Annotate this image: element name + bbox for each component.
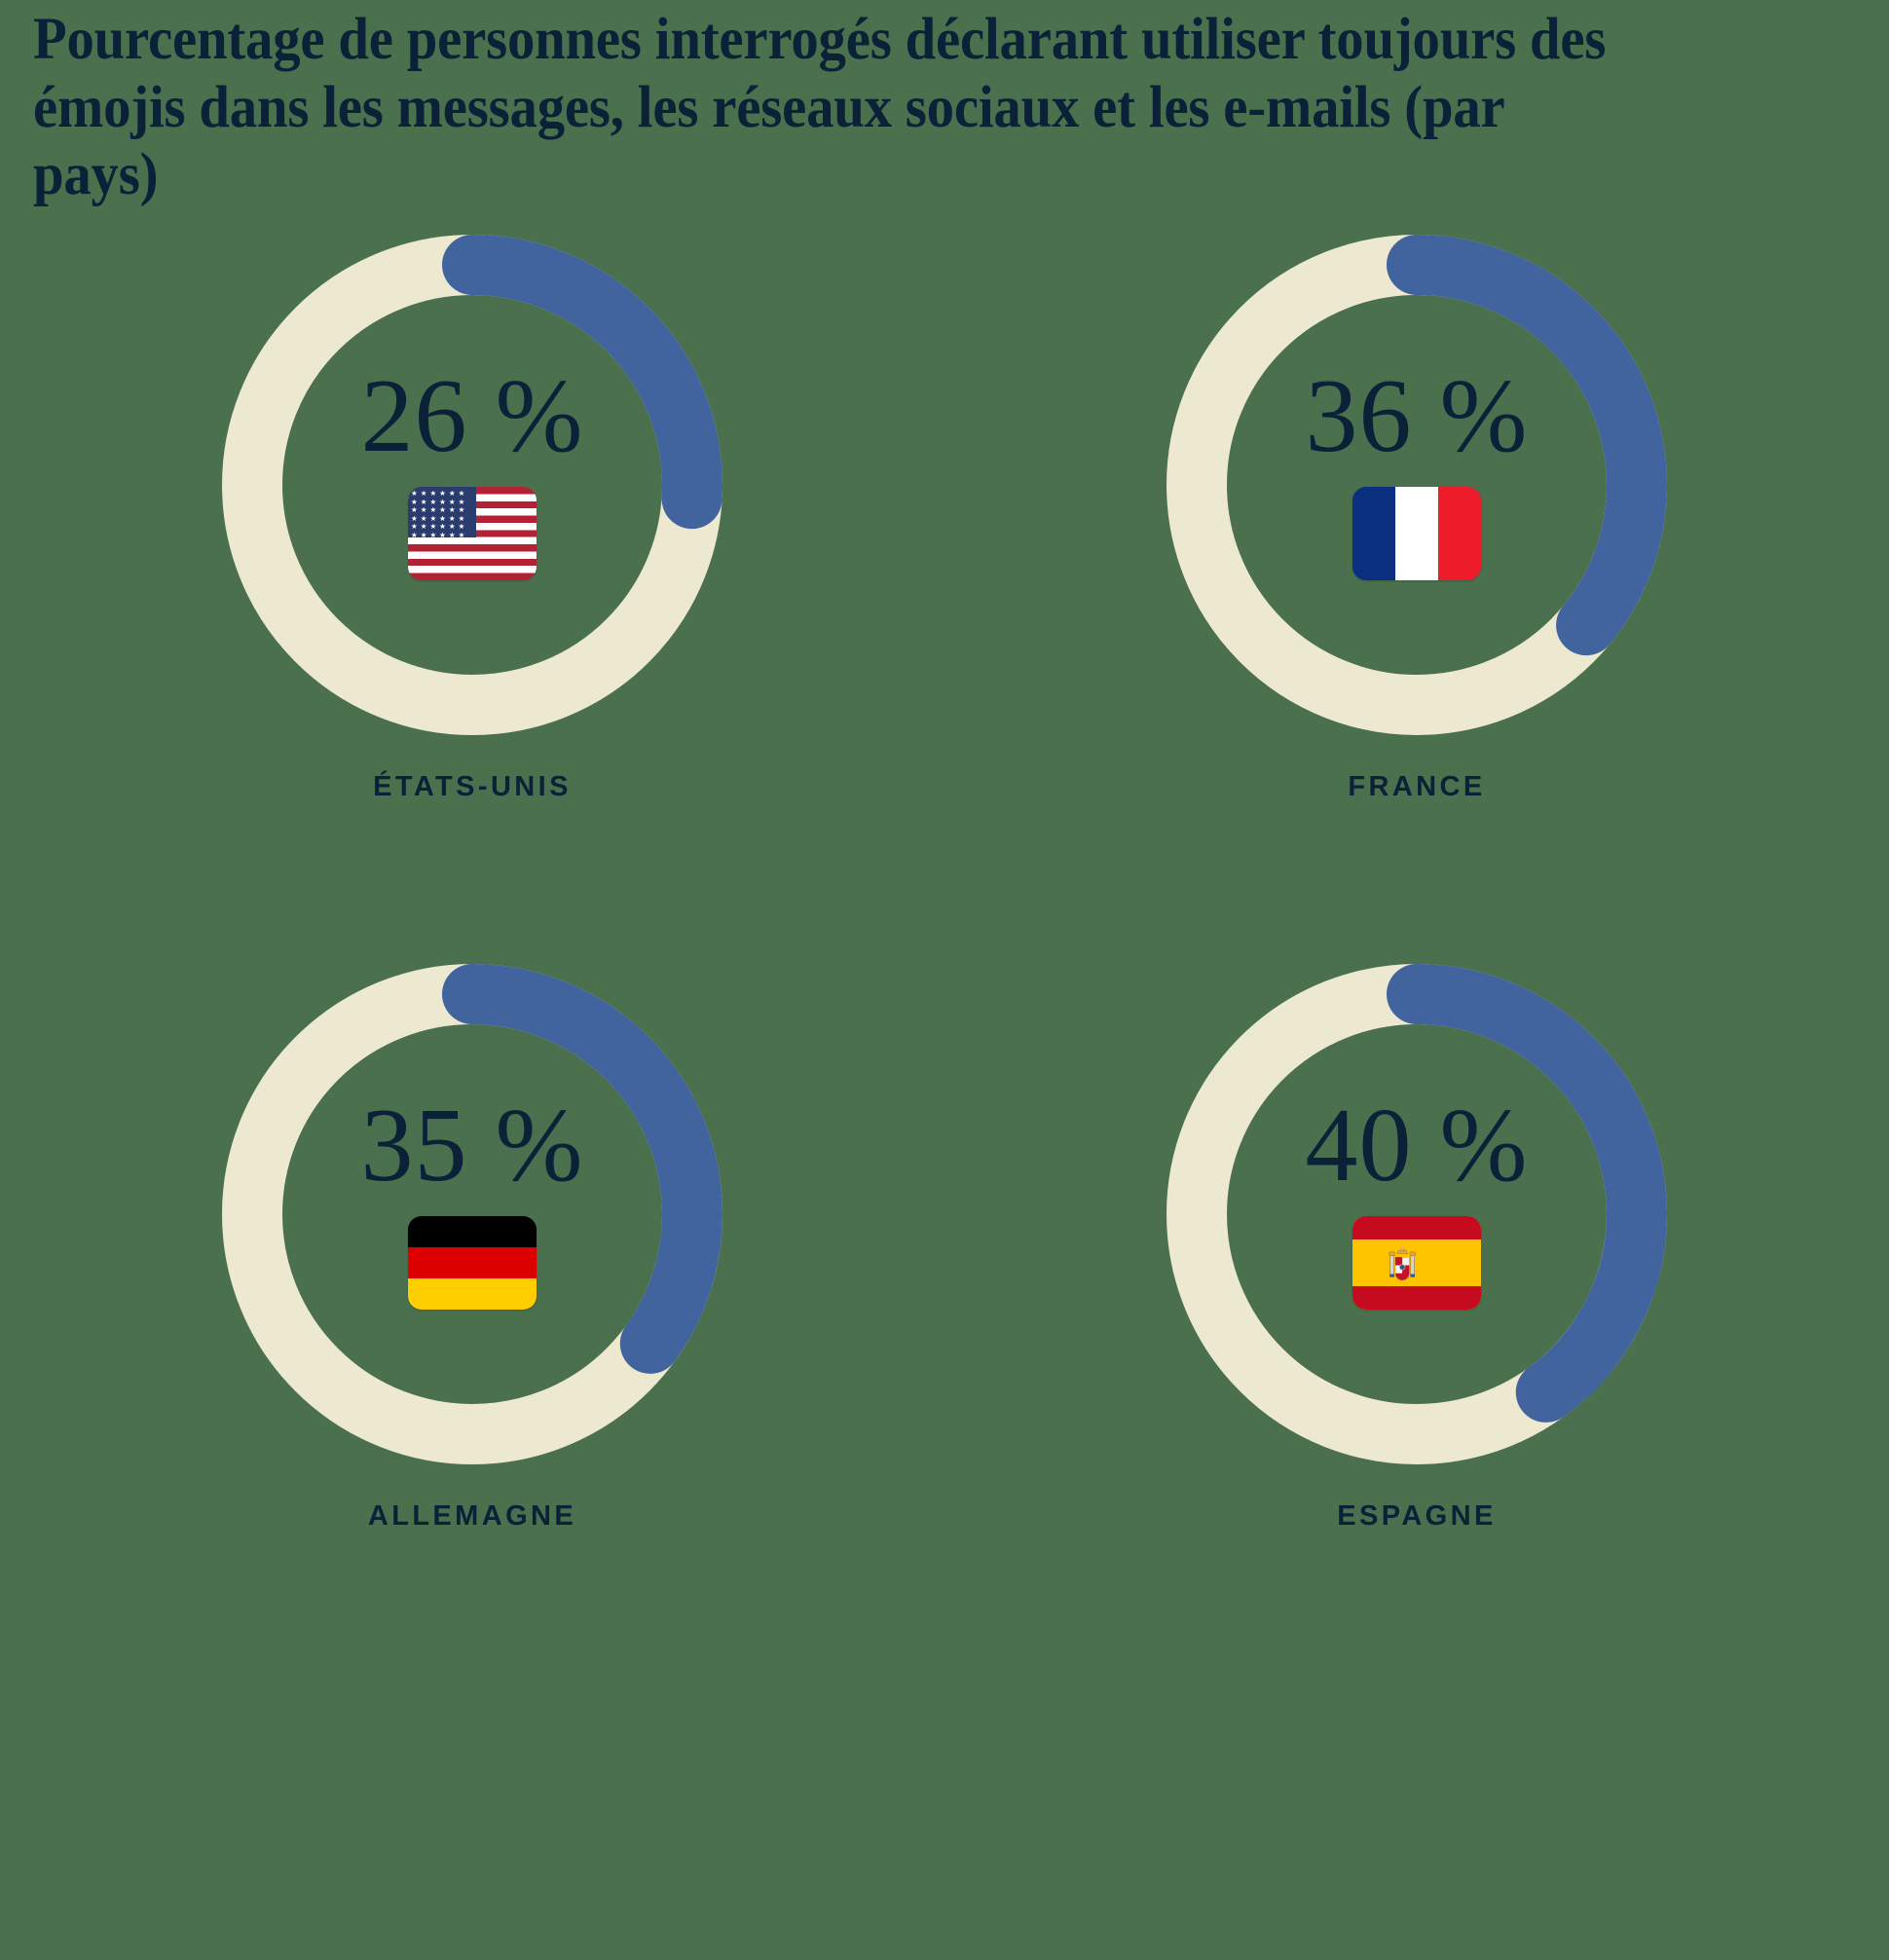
donut-card-france: 36 % FRANCE [944,222,1889,803]
donut-arc-france [1167,235,1667,735]
donut-chart-allemagne: 35 % [209,951,735,1477]
donut-card-allemagne: 35 % ALLEMAGNE [0,951,944,1533]
donut-svg-etats-unis [222,235,722,735]
donut-center-allemagne: 35 % [209,951,735,1477]
donut-svg-allemagne [222,964,722,1464]
percentage-value-espagne: 40 % [1305,1088,1529,1203]
de-flag-red-band [408,1247,537,1278]
donut-chart-france: 36 % [1154,222,1680,748]
donut-svg-france [1167,235,1667,735]
us-flag-canton [408,487,476,537]
country-label-espagne: ESPAGNE [1337,1500,1497,1532]
donut-center-espagne: 40 % [1154,951,1680,1477]
donut-arc-etats-unis [222,235,722,735]
fr-flag-red-band [1438,487,1481,580]
donut-grid: 26 % ★★★★★★★★★★★★★★★★★★★★★★★★★★★★★★★★★★★… [0,222,1889,1533]
donut-card-etats-unis: 26 % ★★★★★★★★★★★★★★★★★★★★★★★★★★★★★★★★★★★… [0,222,944,803]
es-flag-bottom-red-band [1352,1286,1481,1310]
de-flag-gold-band [408,1278,537,1310]
donut-chart-etats-unis: 26 % ★★★★★★★★★★★★★★★★★★★★★★★★★★★★★★★★★★★… [209,222,735,748]
donut-card-espagne: 40 % [944,951,1889,1533]
page-title: Pourcentage de personnes interrogés décl… [33,7,1607,208]
percentage-value-etats-unis: 26 % [360,358,584,474]
united-states-flag-icon: ★★★★★★★★★★★★★★★★★★★★★★★★★★★★★★★★★★★★★★★★… [408,487,537,580]
country-label-allemagne: ALLEMAGNE [367,1500,577,1532]
country-label-france: FRANCE [1348,771,1486,802]
de-flag-black-band [408,1216,537,1247]
percentage-value-france: 36 % [1305,358,1529,474]
es-flag-coat-of-arms [1389,1245,1416,1280]
france-flag-icon [1352,487,1481,580]
germany-flag-icon [408,1216,537,1310]
donut-arc-espagne [1167,964,1667,1464]
percentage-value-allemagne: 35 % [360,1088,584,1203]
fr-flag-blue-band [1352,487,1395,580]
donut-svg-espagne [1167,964,1667,1464]
donut-center-france: 36 % [1154,222,1680,748]
donut-center-etats-unis: 26 % ★★★★★★★★★★★★★★★★★★★★★★★★★★★★★★★★★★★… [209,222,735,748]
us-flag-stars: ★★★★★★★★★★★★★★★★★★★★★★★★★★★★★★★★★★★★★★★★… [411,489,468,537]
es-flag-top-red-band [1352,1216,1481,1239]
donut-chart-espagne: 40 % [1154,951,1680,1477]
fr-flag-white-band [1395,487,1438,580]
spain-flag-icon [1352,1216,1481,1310]
donut-arc-allemagne [222,964,722,1464]
country-label-etats-unis: ÉTATS-UNIS [373,771,572,802]
